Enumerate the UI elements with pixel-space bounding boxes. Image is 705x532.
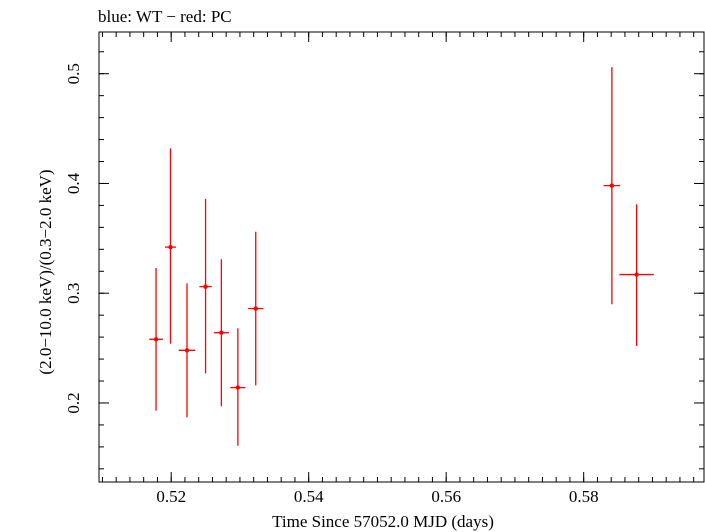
point-marker <box>235 385 241 390</box>
point-marker <box>634 272 639 277</box>
x-tick-label: 0.52 <box>156 487 186 506</box>
y-axis-label: (2.0−10.0 keV)/(0.3−2.0 keV) <box>36 169 55 374</box>
y-tick-labels: 0.2 0.3 0.4 0.5 <box>64 63 83 414</box>
data-point <box>248 231 264 386</box>
x-axis-label: Time Since 57052.0 MJD (days) <box>272 512 494 531</box>
point-marker <box>184 348 190 353</box>
point-marker <box>219 330 224 335</box>
point-marker <box>253 306 258 311</box>
y-tick-label: 0.2 <box>64 392 83 413</box>
axis-ticks <box>99 32 704 482</box>
data-point <box>603 67 621 305</box>
data-points <box>149 67 654 446</box>
data-point <box>213 259 229 407</box>
x-tick-label: 0.58 <box>569 487 599 506</box>
data-point <box>230 328 246 446</box>
y-tick-label: 0.4 <box>64 172 83 194</box>
data-point <box>619 204 654 346</box>
point-marker <box>168 244 173 250</box>
x-tick-labels: 0.52 0.54 0.56 0.58 <box>156 487 598 506</box>
plot-frame <box>98 31 705 483</box>
data-point <box>165 148 176 344</box>
point-marker <box>153 337 159 342</box>
y-tick-label: 0.5 <box>64 63 83 84</box>
x-tick-label: 0.56 <box>431 487 461 506</box>
chart-title: blue: WT − red: PC <box>98 7 232 26</box>
point-marker <box>609 183 615 188</box>
y-tick-label: 0.3 <box>64 283 83 304</box>
data-point <box>178 283 196 418</box>
x-tick-label: 0.54 <box>294 487 324 506</box>
point-marker <box>203 284 208 289</box>
data-point <box>149 267 163 411</box>
data-point <box>199 198 212 374</box>
